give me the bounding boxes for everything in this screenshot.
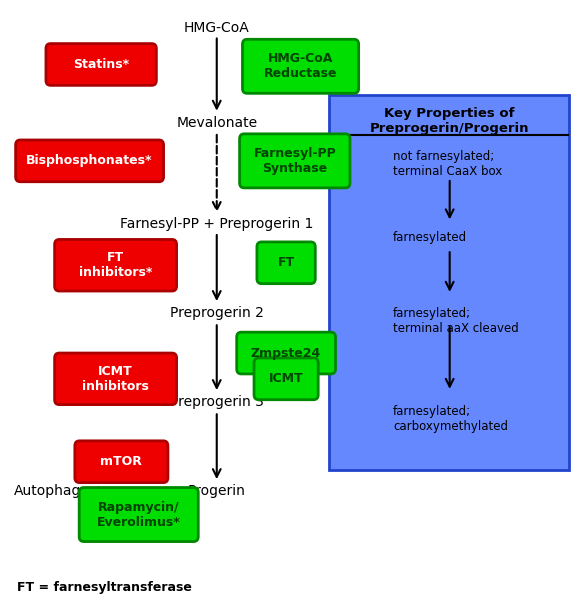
- Text: not farnesylated;
terminal CaaX box: not farnesylated; terminal CaaX box: [393, 150, 502, 179]
- Text: ICMT
inhibitors: ICMT inhibitors: [82, 365, 149, 393]
- FancyBboxPatch shape: [46, 44, 156, 85]
- FancyBboxPatch shape: [243, 39, 359, 93]
- Text: ICMT: ICMT: [269, 372, 303, 386]
- Text: Mevalonate: Mevalonate: [176, 116, 257, 130]
- Text: Key Properties of
Preprogerin/Progerin: Key Properties of Preprogerin/Progerin: [370, 107, 529, 135]
- Text: farnesylated;
carboxymethylated: farnesylated; carboxymethylated: [393, 405, 508, 433]
- Text: Farnesyl-PP + Preprogerin 1: Farnesyl-PP + Preprogerin 1: [120, 217, 313, 231]
- FancyBboxPatch shape: [329, 95, 569, 470]
- Text: farnesylated;
terminal aaX cleaved: farnesylated; terminal aaX cleaved: [393, 307, 519, 335]
- FancyBboxPatch shape: [257, 242, 316, 284]
- Text: FT = farnesyltransferase: FT = farnesyltransferase: [17, 581, 192, 594]
- FancyBboxPatch shape: [239, 134, 350, 188]
- Text: Zmpste24: Zmpste24: [251, 346, 321, 360]
- Text: farnesylated: farnesylated: [393, 231, 467, 244]
- Text: FT
inhibitors*: FT inhibitors*: [79, 251, 152, 279]
- Text: Autophagy: Autophagy: [14, 484, 90, 498]
- FancyBboxPatch shape: [16, 140, 164, 182]
- Text: FT: FT: [277, 256, 295, 270]
- Text: Preprogerin 3: Preprogerin 3: [170, 395, 264, 409]
- Text: Bisphosphonates*: Bisphosphonates*: [27, 154, 153, 168]
- Text: Statins*: Statins*: [73, 58, 129, 71]
- Text: Farnesyl-PP
Synthase: Farnesyl-PP Synthase: [253, 147, 336, 175]
- FancyBboxPatch shape: [54, 353, 177, 405]
- Text: HMG-CoA
Reductase: HMG-CoA Reductase: [264, 52, 338, 80]
- FancyBboxPatch shape: [254, 358, 318, 400]
- FancyBboxPatch shape: [54, 239, 177, 291]
- FancyBboxPatch shape: [237, 332, 335, 374]
- Text: Progerin: Progerin: [188, 484, 246, 498]
- FancyBboxPatch shape: [75, 441, 168, 483]
- Text: HMG-CoA: HMG-CoA: [184, 21, 250, 34]
- Text: Preprogerin 2: Preprogerin 2: [170, 306, 264, 320]
- FancyBboxPatch shape: [79, 488, 198, 542]
- Text: mTOR: mTOR: [101, 455, 142, 468]
- Text: Rapamycin/
Everolimus*: Rapamycin/ Everolimus*: [97, 500, 180, 529]
